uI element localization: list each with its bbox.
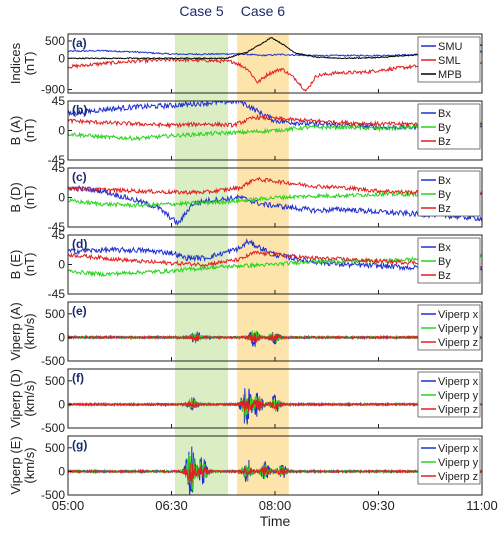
legend-entry: Viperp x — [438, 376, 479, 388]
series-bz — [68, 250, 482, 269]
legend-entry: MPB — [438, 69, 462, 81]
panel-a-plot — [68, 37, 482, 92]
y-tick-label: 0 — [58, 51, 65, 65]
panel-d-plot — [68, 237, 482, 278]
y-tick-label: 0 — [58, 464, 65, 478]
case-label-2: Case 6 — [241, 3, 286, 19]
y-tick-label: -500 — [41, 488, 65, 502]
series-bx — [68, 237, 482, 274]
series-by — [68, 190, 482, 209]
panel-id: (b) — [72, 103, 87, 117]
x-tick-label: 11:00 — [466, 498, 498, 513]
panel-id: (d) — [72, 237, 87, 251]
y-tick-label: 0 — [58, 258, 65, 272]
legend-entry: Bz — [438, 270, 451, 282]
series-mpb — [68, 37, 482, 60]
panel-id: (c) — [72, 170, 87, 184]
x-tick-label: 08:00 — [259, 498, 292, 513]
x-tick-label: 05:00 — [52, 498, 85, 513]
series-bz — [68, 113, 482, 129]
y-tick-label: 500 — [45, 441, 65, 455]
legend-entry: By — [438, 256, 451, 268]
legend-entry: Viperp x — [438, 309, 479, 321]
legend-entry: Viperp z — [438, 404, 478, 416]
legend-entry: By — [438, 122, 451, 134]
y-axis-label: Viperp (A)(km/s) — [8, 302, 37, 360]
panel-f-plot — [68, 388, 482, 425]
series-viperp-z — [68, 332, 482, 344]
y-axis-label: B (A)(nT) — [8, 116, 37, 146]
legend-entry: By — [438, 189, 451, 201]
series-by — [68, 121, 482, 142]
legend-entry: Viperp x — [438, 443, 479, 455]
y-tick-label: 0 — [58, 124, 65, 138]
series-bx — [68, 185, 482, 226]
series-viperp-z — [68, 462, 482, 484]
y-tick-label: -45 — [48, 287, 66, 301]
legend-entry: Viperp y — [438, 323, 479, 335]
y-tick-label: -45 — [48, 220, 66, 234]
y-tick-label: 45 — [52, 228, 66, 242]
y-tick-label: 0 — [58, 397, 65, 411]
series-by — [68, 253, 482, 278]
y-axis-label: Viperp (E)(km/s) — [8, 436, 37, 494]
legend-entry: Bz — [438, 203, 451, 215]
series-bx — [68, 101, 482, 132]
y-tick-label: -900 — [41, 83, 65, 97]
legend-entry: SML — [438, 55, 461, 67]
y-tick-label: 0 — [58, 191, 65, 205]
y-axis-label: B (E)(nT) — [8, 250, 37, 280]
legend-entry: Viperp z — [438, 471, 478, 483]
y-tick-label: 500 — [45, 307, 65, 321]
panel-g-plot — [68, 446, 482, 495]
series-bz — [68, 176, 482, 198]
series-sml — [68, 56, 482, 92]
panel-id: (e) — [72, 304, 87, 318]
x-tick-label: 09:30 — [362, 498, 395, 513]
legend-entry: Bx — [438, 242, 451, 254]
legend-entry: Bx — [438, 108, 451, 120]
y-tick-label: 0 — [58, 330, 65, 344]
y-tick-label: -45 — [48, 153, 66, 167]
panel-id: (a) — [72, 36, 87, 50]
x-axis-label: Time — [260, 513, 291, 529]
series-viperp-z — [68, 397, 482, 413]
y-axis-label: B (D)(nT) — [8, 182, 37, 212]
panel-id: (f) — [72, 371, 84, 385]
legend-entry: SMU — [438, 41, 463, 53]
x-tick-label: 06:30 — [155, 498, 188, 513]
case-label-1: Case 5 — [179, 3, 224, 19]
y-tick-label: -500 — [41, 354, 65, 368]
panel-id: (g) — [72, 438, 87, 452]
y-tick-label: -500 — [41, 421, 65, 435]
y-tick-label: 45 — [52, 161, 66, 175]
y-axis-label: Indices(nT) — [8, 42, 37, 84]
panel-c-plot — [68, 176, 482, 226]
legend-entry: Bx — [438, 175, 451, 187]
panel-e-plot — [68, 329, 482, 347]
panel-b-plot — [68, 101, 482, 142]
y-tick-label: 500 — [45, 374, 65, 388]
legend-entry: Viperp y — [438, 390, 479, 402]
y-tick-label: 45 — [52, 94, 66, 108]
y-axis-label: Viperp (D)(km/s) — [8, 369, 37, 428]
legend-entry: Bz — [438, 136, 451, 148]
legend-entry: Viperp z — [438, 337, 478, 349]
y-tick-label: 500 — [45, 34, 65, 48]
legend-entry: Viperp y — [438, 457, 479, 469]
